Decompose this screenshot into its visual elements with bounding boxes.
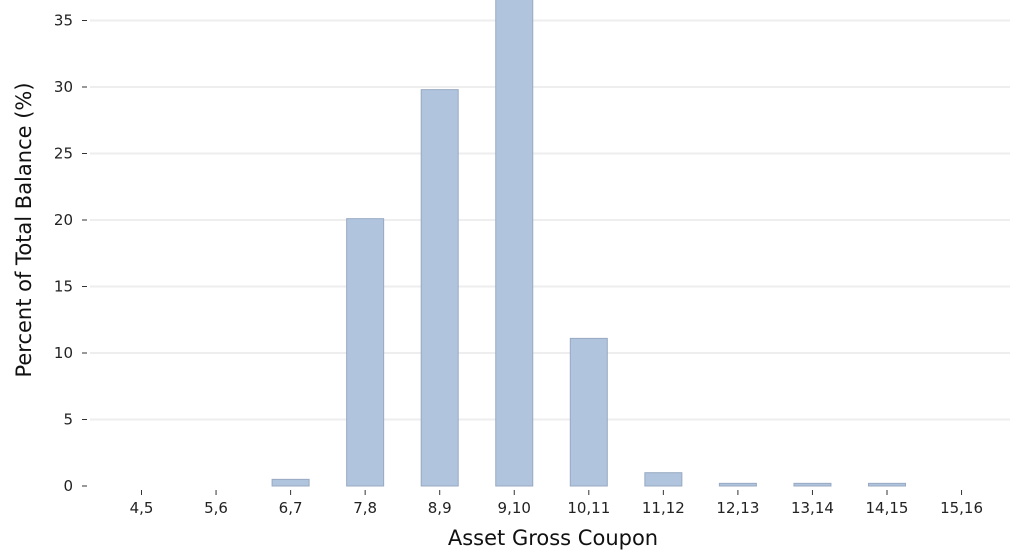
bar [793,482,832,487]
x-axis-title: Asset Gross Coupon [448,526,658,550]
x-axis-ticks: 4,5 5,6 6,7 7,8 8,9 9,10 10,11 11,12 12,13 13,14 1… [130,490,983,517]
y-axis-title: Percent of Total Balance (%) [12,82,36,377]
y-tick-label: 35 [54,12,73,30]
bar [718,482,757,487]
x-tick-label: 7,8 [353,499,377,517]
bar [346,218,385,487]
bar [420,89,459,487]
bar [868,482,906,487]
bar [644,472,683,487]
bars [271,0,906,487]
x-tick-label: 6,7 [279,499,303,517]
y-tick-label: 20 [54,211,73,229]
y-axis-ticks: 0 5 10 15 20 25 30 35 [54,12,87,495]
bar [495,0,534,487]
x-tick-label: 8,9 [428,499,452,517]
y-tick-label: 30 [54,78,73,96]
y-tick-label: 5 [63,411,73,429]
y-tick-label: 0 [63,477,73,495]
bar [271,478,310,487]
x-tick-label: 4,5 [130,499,154,517]
y-tick-label: 25 [54,145,73,163]
bar [569,337,608,487]
x-tick-label: 12,13 [716,499,759,517]
x-tick-label: 9,10 [498,499,531,517]
x-tick-label: 11,12 [642,499,685,517]
y-tick-label: 10 [54,344,73,362]
gridlines [90,19,1010,421]
y-tick-label: 15 [54,278,73,296]
x-tick-label: 14,15 [866,499,909,517]
x-tick-label: 10,11 [567,499,610,517]
x-tick-label: 13,14 [791,499,834,517]
x-tick-label: 15,16 [940,499,983,517]
x-tick-label: 5,6 [204,499,228,517]
